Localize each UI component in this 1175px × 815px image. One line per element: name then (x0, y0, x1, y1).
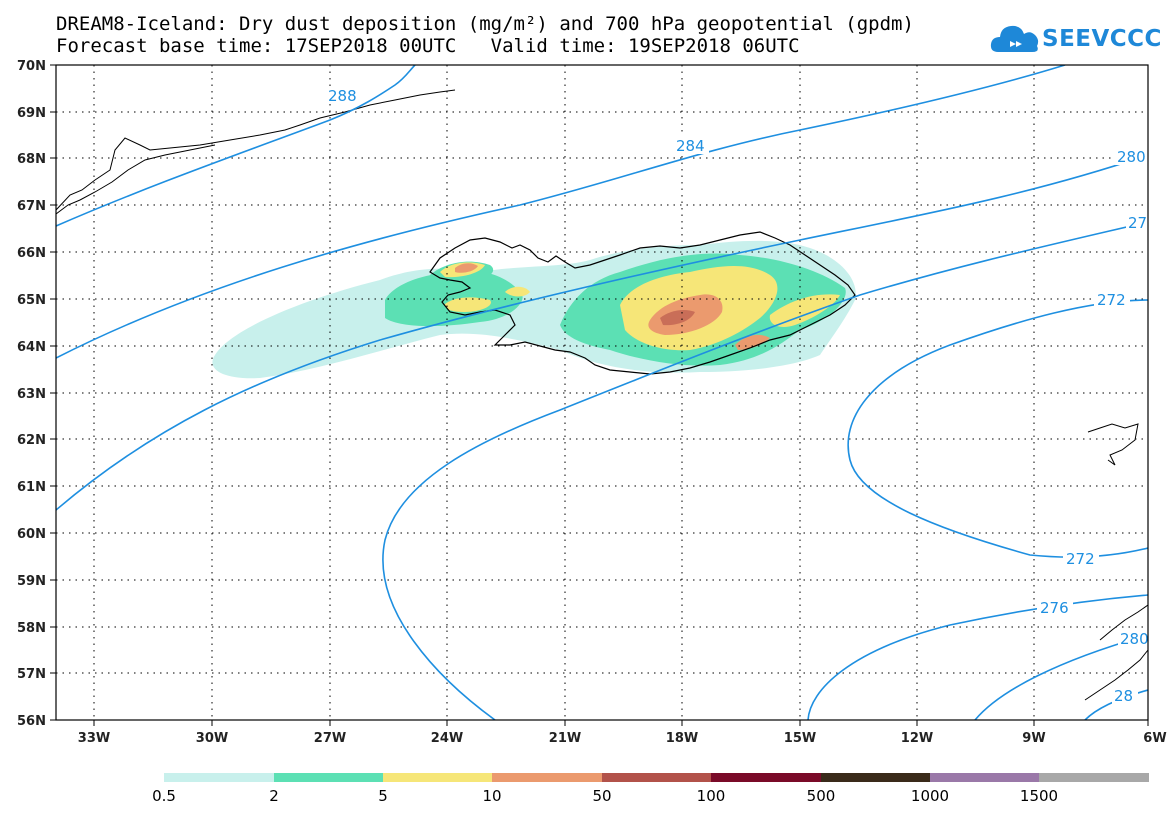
axis-ticks (50, 64, 1149, 726)
legend-swatch (1039, 773, 1149, 782)
lat-label: 69N (17, 106, 46, 121)
lat-label: 70N (17, 59, 46, 74)
lon-label: 12W (901, 731, 933, 746)
legend-label: 500 (807, 787, 836, 805)
legend-swatch (164, 773, 274, 782)
lat-label: 63N (17, 387, 46, 402)
lon-label: 24W (431, 731, 463, 746)
contour-label-276: 276 (1040, 599, 1069, 617)
legend-swatch (492, 773, 602, 782)
geopotential-contours (56, 65, 1148, 720)
lon-label: 6W (1143, 731, 1166, 746)
lat-label: 58N (17, 621, 46, 636)
legend-label: 100 (697, 787, 726, 805)
lat-label: 62N (17, 433, 46, 448)
color-legend: 0.5 2 5 10 50 100 500 1000 1500 (152, 773, 1149, 805)
contour-labels: 288 284 280 27 272 272 276 280 28 (325, 86, 1149, 705)
lat-label: 60N (17, 527, 46, 542)
legend-swatch (711, 773, 821, 782)
legend-label: 1500 (1020, 787, 1058, 805)
lat-label: 67N (17, 199, 46, 214)
dust-deposition-field (212, 240, 856, 379)
contour-label-272-upper: 272 (1097, 291, 1126, 309)
lat-label: 64N (17, 340, 46, 355)
legend-swatch (930, 773, 1039, 782)
legend-label: 1000 (911, 787, 949, 805)
longitude-labels: 33W 30W 27W 24W 21W 18W 15W 12W 9W 6W (78, 731, 1167, 746)
contour-label-27: 27 (1128, 214, 1147, 232)
legend-label: 2 (269, 787, 279, 805)
contour-label-288: 288 (328, 87, 357, 105)
legend-swatch (274, 773, 383, 782)
lat-label: 68N (17, 152, 46, 167)
lat-label: 66N (17, 246, 46, 261)
legend-label: 50 (592, 787, 611, 805)
lon-label: 21W (549, 731, 581, 746)
contour-label-272-lower: 272 (1066, 550, 1095, 568)
legend-swatch (383, 773, 492, 782)
map-title: DREAM8-Iceland: Dry dust deposition (mg/… (56, 13, 914, 35)
lon-label: 33W (78, 731, 110, 746)
forecast-times: Forecast base time: 17SEP2018 00UTC Vali… (56, 35, 800, 57)
lat-label: 61N (17, 480, 46, 495)
legend-label: 5 (378, 787, 388, 805)
lon-label: 15W (784, 731, 816, 746)
coastline-greenland (56, 89, 456, 215)
contour-label-28: 28 (1114, 687, 1133, 705)
lon-label: 18W (666, 731, 698, 746)
lon-label: 9W (1022, 731, 1045, 746)
contour-label-284: 284 (676, 137, 705, 155)
legend-swatch (602, 773, 711, 782)
legend-swatch (821, 773, 930, 782)
logo-text: SEEVCCC (1042, 26, 1162, 52)
contour-label-280: 280 (1117, 148, 1146, 166)
lat-label: 59N (17, 574, 46, 589)
coastline-faroe-scotland (1084, 423, 1148, 701)
legend-label: 0.5 (152, 787, 176, 805)
seevccc-logo: SEEVCCC (990, 22, 1161, 58)
lat-label: 56N (17, 714, 46, 729)
latitude-labels: 70N 69N 68N 67N 66N 65N 64N 63N 62N 61N … (17, 59, 46, 729)
contour-label-280-lower: 280 (1120, 630, 1149, 648)
lon-label: 27W (314, 731, 346, 746)
lat-label: 57N (17, 667, 46, 682)
lat-label: 65N (17, 293, 46, 308)
legend-label: 10 (482, 787, 501, 805)
lon-label: 30W (196, 731, 228, 746)
graticule (56, 65, 1148, 720)
cloud-icon (990, 25, 1039, 52)
